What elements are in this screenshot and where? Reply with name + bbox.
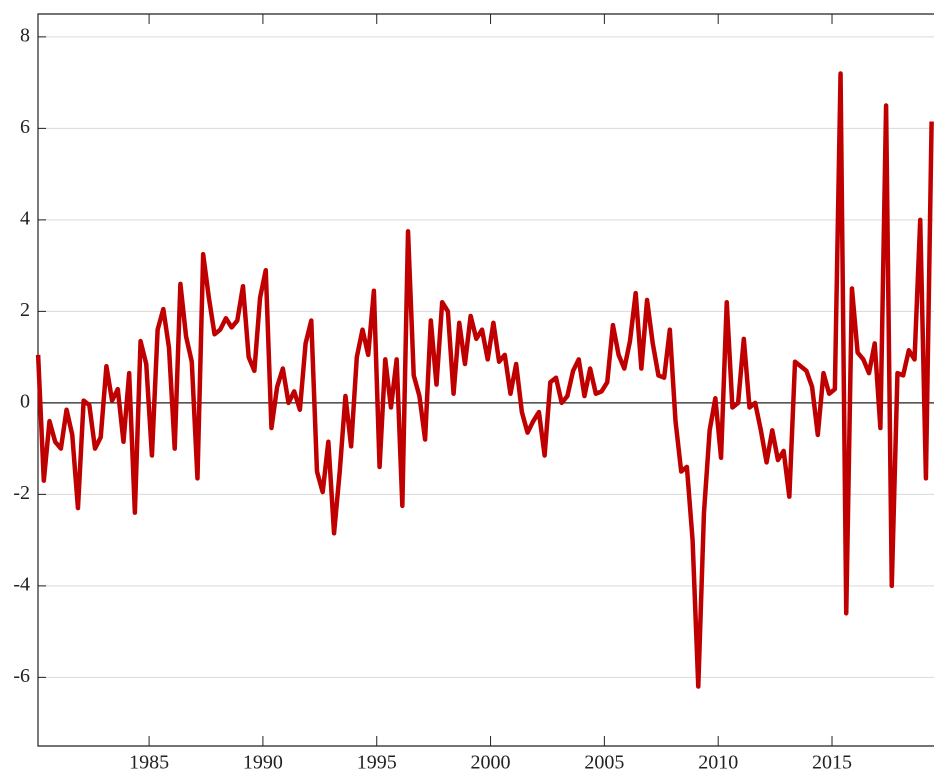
x-tick-label: 2015 [812,752,852,774]
x-tick-label: 1990 [243,752,283,774]
y-tick-label: -2 [13,482,30,504]
y-tick-label: 4 [20,207,30,229]
data-line [35,71,934,689]
y-tick-label: 2 [20,299,30,321]
x-tick-label: 1985 [129,752,169,774]
x-tick-label: 2005 [584,752,624,774]
y-tick-label: 6 [20,116,30,138]
y-tick-label: 8 [20,24,30,46]
x-tick-label: 1995 [357,752,397,774]
x-tick-label: 2000 [471,752,511,774]
y-tick-label: -4 [13,573,30,595]
x-tick-label: 2010 [698,752,738,774]
y-tick-label: 0 [20,390,30,412]
y-tick-label: -6 [13,665,30,687]
